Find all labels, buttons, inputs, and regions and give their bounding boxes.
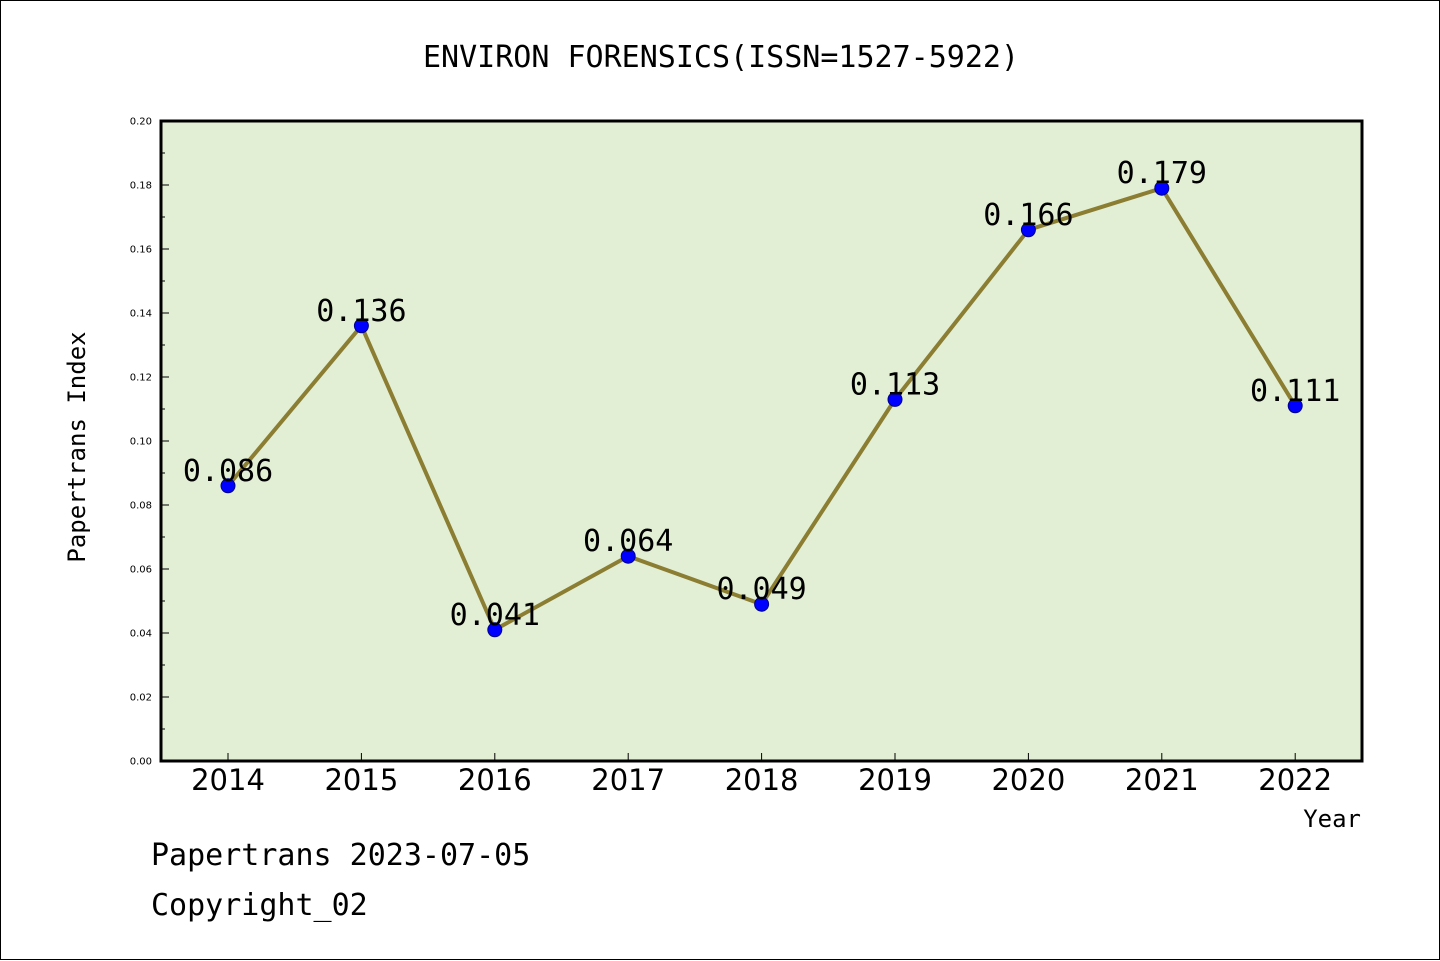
y-tick-label: 0.14 xyxy=(130,309,152,320)
data-point-marker xyxy=(487,622,503,638)
x-axis: 2014 2015 2016 2017 2018 2019 2020 2021 2022 xyxy=(191,753,1332,797)
y-tick-label: 0.20 xyxy=(130,117,152,128)
chart-title: ENVIRON FORENSICS(ISSN=1527-5922) xyxy=(423,40,1019,75)
x-tick-label: 2014 xyxy=(191,763,265,797)
x-tick-label: 2017 xyxy=(591,763,665,797)
y-tick-label: 0.02 xyxy=(130,693,152,704)
data-label: 0.136 xyxy=(316,294,406,329)
data-point-marker xyxy=(1287,398,1303,414)
y-axis: 0.00 0.02 0.04 0.06 0.08 0.10 0.12 0.14 0.16 0.18… xyxy=(130,117,169,768)
y-tick-label: 0.16 xyxy=(130,245,152,256)
y-tick-label: 0.00 xyxy=(130,757,152,768)
footer-date: Papertrans 2023-07-05 xyxy=(151,838,530,873)
data-label: 0.111 xyxy=(1250,374,1340,409)
x-tick-label: 2018 xyxy=(725,763,799,797)
data-label: 0.064 xyxy=(583,524,673,559)
data-point-marker xyxy=(1154,180,1170,196)
plot-area xyxy=(159,119,1364,763)
data-label: 0.179 xyxy=(1117,156,1207,191)
y-axis-label: Papertrans Index xyxy=(63,331,91,562)
data-label: 0.113 xyxy=(850,367,940,402)
data-point-marker xyxy=(220,478,236,494)
y-tick-label: 0.08 xyxy=(130,501,152,512)
footer-copyright: Copyright_02 xyxy=(151,888,368,923)
data-label: 0.166 xyxy=(983,198,1073,233)
y-tick-label: 0.10 xyxy=(130,437,152,448)
x-tick-label: 2020 xyxy=(991,763,1065,797)
data-point-marker xyxy=(887,391,903,407)
data-label: 0.049 xyxy=(716,572,806,607)
data-point-marker xyxy=(620,548,636,564)
y-tick-label: 0.06 xyxy=(130,565,152,576)
series-layer: 0.086 0.136 0.041 0.064 0.049 0.113 0.166 0.179… xyxy=(183,156,1340,638)
x-tick-label: 2021 xyxy=(1125,763,1199,797)
y-tick-label: 0.04 xyxy=(130,629,152,640)
data-point-marker xyxy=(1020,222,1036,238)
x-axis-label: Year xyxy=(1303,805,1361,833)
data-label: 0.041 xyxy=(450,598,540,633)
y-tick-label: 0.18 xyxy=(130,181,152,192)
x-tick-label: 2016 xyxy=(458,763,532,797)
x-tick-label: 2019 xyxy=(858,763,932,797)
y-tick-label: 0.12 xyxy=(130,373,152,384)
data-point-marker xyxy=(754,596,770,612)
x-tick-label: 2015 xyxy=(324,763,398,797)
x-tick-label: 2022 xyxy=(1258,763,1332,797)
data-point-marker xyxy=(353,318,369,334)
data-label: 0.086 xyxy=(183,454,273,489)
